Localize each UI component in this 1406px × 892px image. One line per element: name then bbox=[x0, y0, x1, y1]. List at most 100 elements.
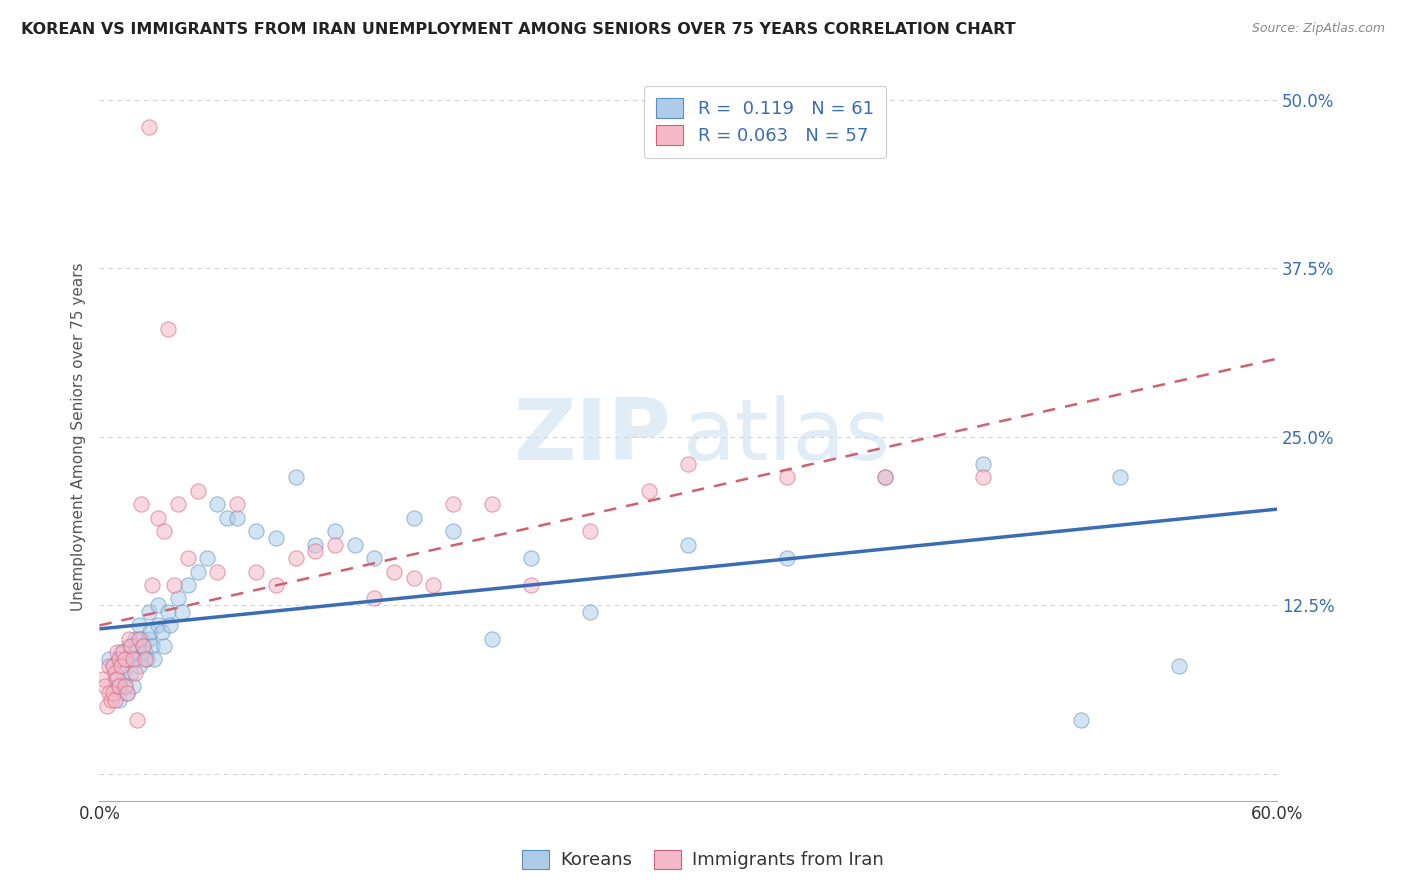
Point bbox=[131, 639, 153, 653]
Point bbox=[138, 605, 160, 619]
Point bbox=[157, 605, 180, 619]
Point bbox=[363, 551, 385, 566]
Point bbox=[225, 510, 247, 524]
Point bbox=[101, 686, 124, 700]
Legend: R =  0.119   N = 61, R = 0.063   N = 57: R = 0.119 N = 61, R = 0.063 N = 57 bbox=[644, 86, 886, 158]
Point bbox=[100, 692, 122, 706]
Point bbox=[111, 645, 134, 659]
Point bbox=[121, 679, 143, 693]
Point bbox=[101, 658, 124, 673]
Point bbox=[304, 544, 326, 558]
Point bbox=[579, 605, 602, 619]
Point bbox=[520, 578, 543, 592]
Point bbox=[343, 538, 366, 552]
Text: KOREAN VS IMMIGRANTS FROM IRAN UNEMPLOYMENT AMONG SENIORS OVER 75 YEARS CORRELAT: KOREAN VS IMMIGRANTS FROM IRAN UNEMPLOYM… bbox=[21, 22, 1015, 37]
Point bbox=[159, 618, 181, 632]
Point bbox=[323, 524, 346, 538]
Point bbox=[205, 497, 228, 511]
Point bbox=[111, 665, 134, 680]
Point bbox=[873, 470, 896, 484]
Point bbox=[422, 578, 444, 592]
Point bbox=[93, 673, 115, 687]
Point bbox=[323, 538, 346, 552]
Point bbox=[121, 652, 143, 666]
Point bbox=[402, 571, 425, 585]
Point bbox=[129, 497, 152, 511]
Point bbox=[108, 686, 131, 700]
Point bbox=[150, 625, 173, 640]
Point bbox=[138, 120, 160, 134]
Point bbox=[114, 679, 136, 693]
Point bbox=[972, 470, 994, 484]
Y-axis label: Unemployment Among Seniors over 75 years: Unemployment Among Seniors over 75 years bbox=[72, 262, 86, 611]
Point bbox=[125, 713, 148, 727]
Point bbox=[157, 322, 180, 336]
Point bbox=[138, 632, 160, 646]
Point bbox=[1070, 713, 1092, 727]
Text: Source: ZipAtlas.com: Source: ZipAtlas.com bbox=[1251, 22, 1385, 36]
Point bbox=[205, 565, 228, 579]
Point bbox=[98, 658, 121, 673]
Point bbox=[110, 645, 132, 659]
Point bbox=[481, 632, 503, 646]
Point bbox=[363, 591, 385, 606]
Point bbox=[101, 658, 124, 673]
Point bbox=[105, 673, 128, 687]
Point bbox=[128, 632, 150, 646]
Point bbox=[245, 524, 267, 538]
Point bbox=[125, 652, 148, 666]
Point bbox=[135, 652, 157, 666]
Point bbox=[197, 551, 219, 566]
Point bbox=[124, 632, 146, 646]
Point bbox=[170, 605, 193, 619]
Point bbox=[1168, 658, 1191, 673]
Point bbox=[118, 632, 141, 646]
Point bbox=[441, 524, 464, 538]
Point bbox=[163, 578, 186, 592]
Point bbox=[775, 470, 797, 484]
Point bbox=[98, 686, 121, 700]
Point bbox=[118, 652, 141, 666]
Point bbox=[215, 510, 238, 524]
Point bbox=[105, 679, 128, 693]
Point bbox=[141, 578, 163, 592]
Point bbox=[114, 652, 136, 666]
Point bbox=[120, 665, 142, 680]
Point bbox=[124, 645, 146, 659]
Point bbox=[678, 538, 700, 552]
Point bbox=[284, 551, 307, 566]
Point bbox=[139, 625, 162, 640]
Point bbox=[520, 551, 543, 566]
Point bbox=[304, 538, 326, 552]
Point bbox=[264, 578, 287, 592]
Point bbox=[148, 599, 170, 613]
Point bbox=[118, 639, 141, 653]
Point bbox=[134, 645, 156, 659]
Point bbox=[264, 531, 287, 545]
Point bbox=[153, 524, 176, 538]
Point bbox=[120, 639, 142, 653]
Point bbox=[96, 699, 118, 714]
Point bbox=[115, 686, 138, 700]
Point bbox=[104, 692, 127, 706]
Text: atlas: atlas bbox=[682, 395, 890, 478]
Point bbox=[129, 632, 152, 646]
Point bbox=[108, 679, 131, 693]
Point bbox=[108, 692, 131, 706]
Point bbox=[131, 639, 153, 653]
Point bbox=[104, 673, 127, 687]
Point bbox=[104, 665, 127, 680]
Point bbox=[177, 578, 200, 592]
Point bbox=[579, 524, 602, 538]
Point bbox=[177, 551, 200, 566]
Point bbox=[873, 470, 896, 484]
Point bbox=[245, 565, 267, 579]
Point bbox=[128, 618, 150, 632]
Point bbox=[98, 652, 121, 666]
Point bbox=[1109, 470, 1132, 484]
Point bbox=[153, 639, 176, 653]
Point bbox=[94, 679, 117, 693]
Point bbox=[678, 457, 700, 471]
Point bbox=[284, 470, 307, 484]
Point bbox=[187, 483, 209, 498]
